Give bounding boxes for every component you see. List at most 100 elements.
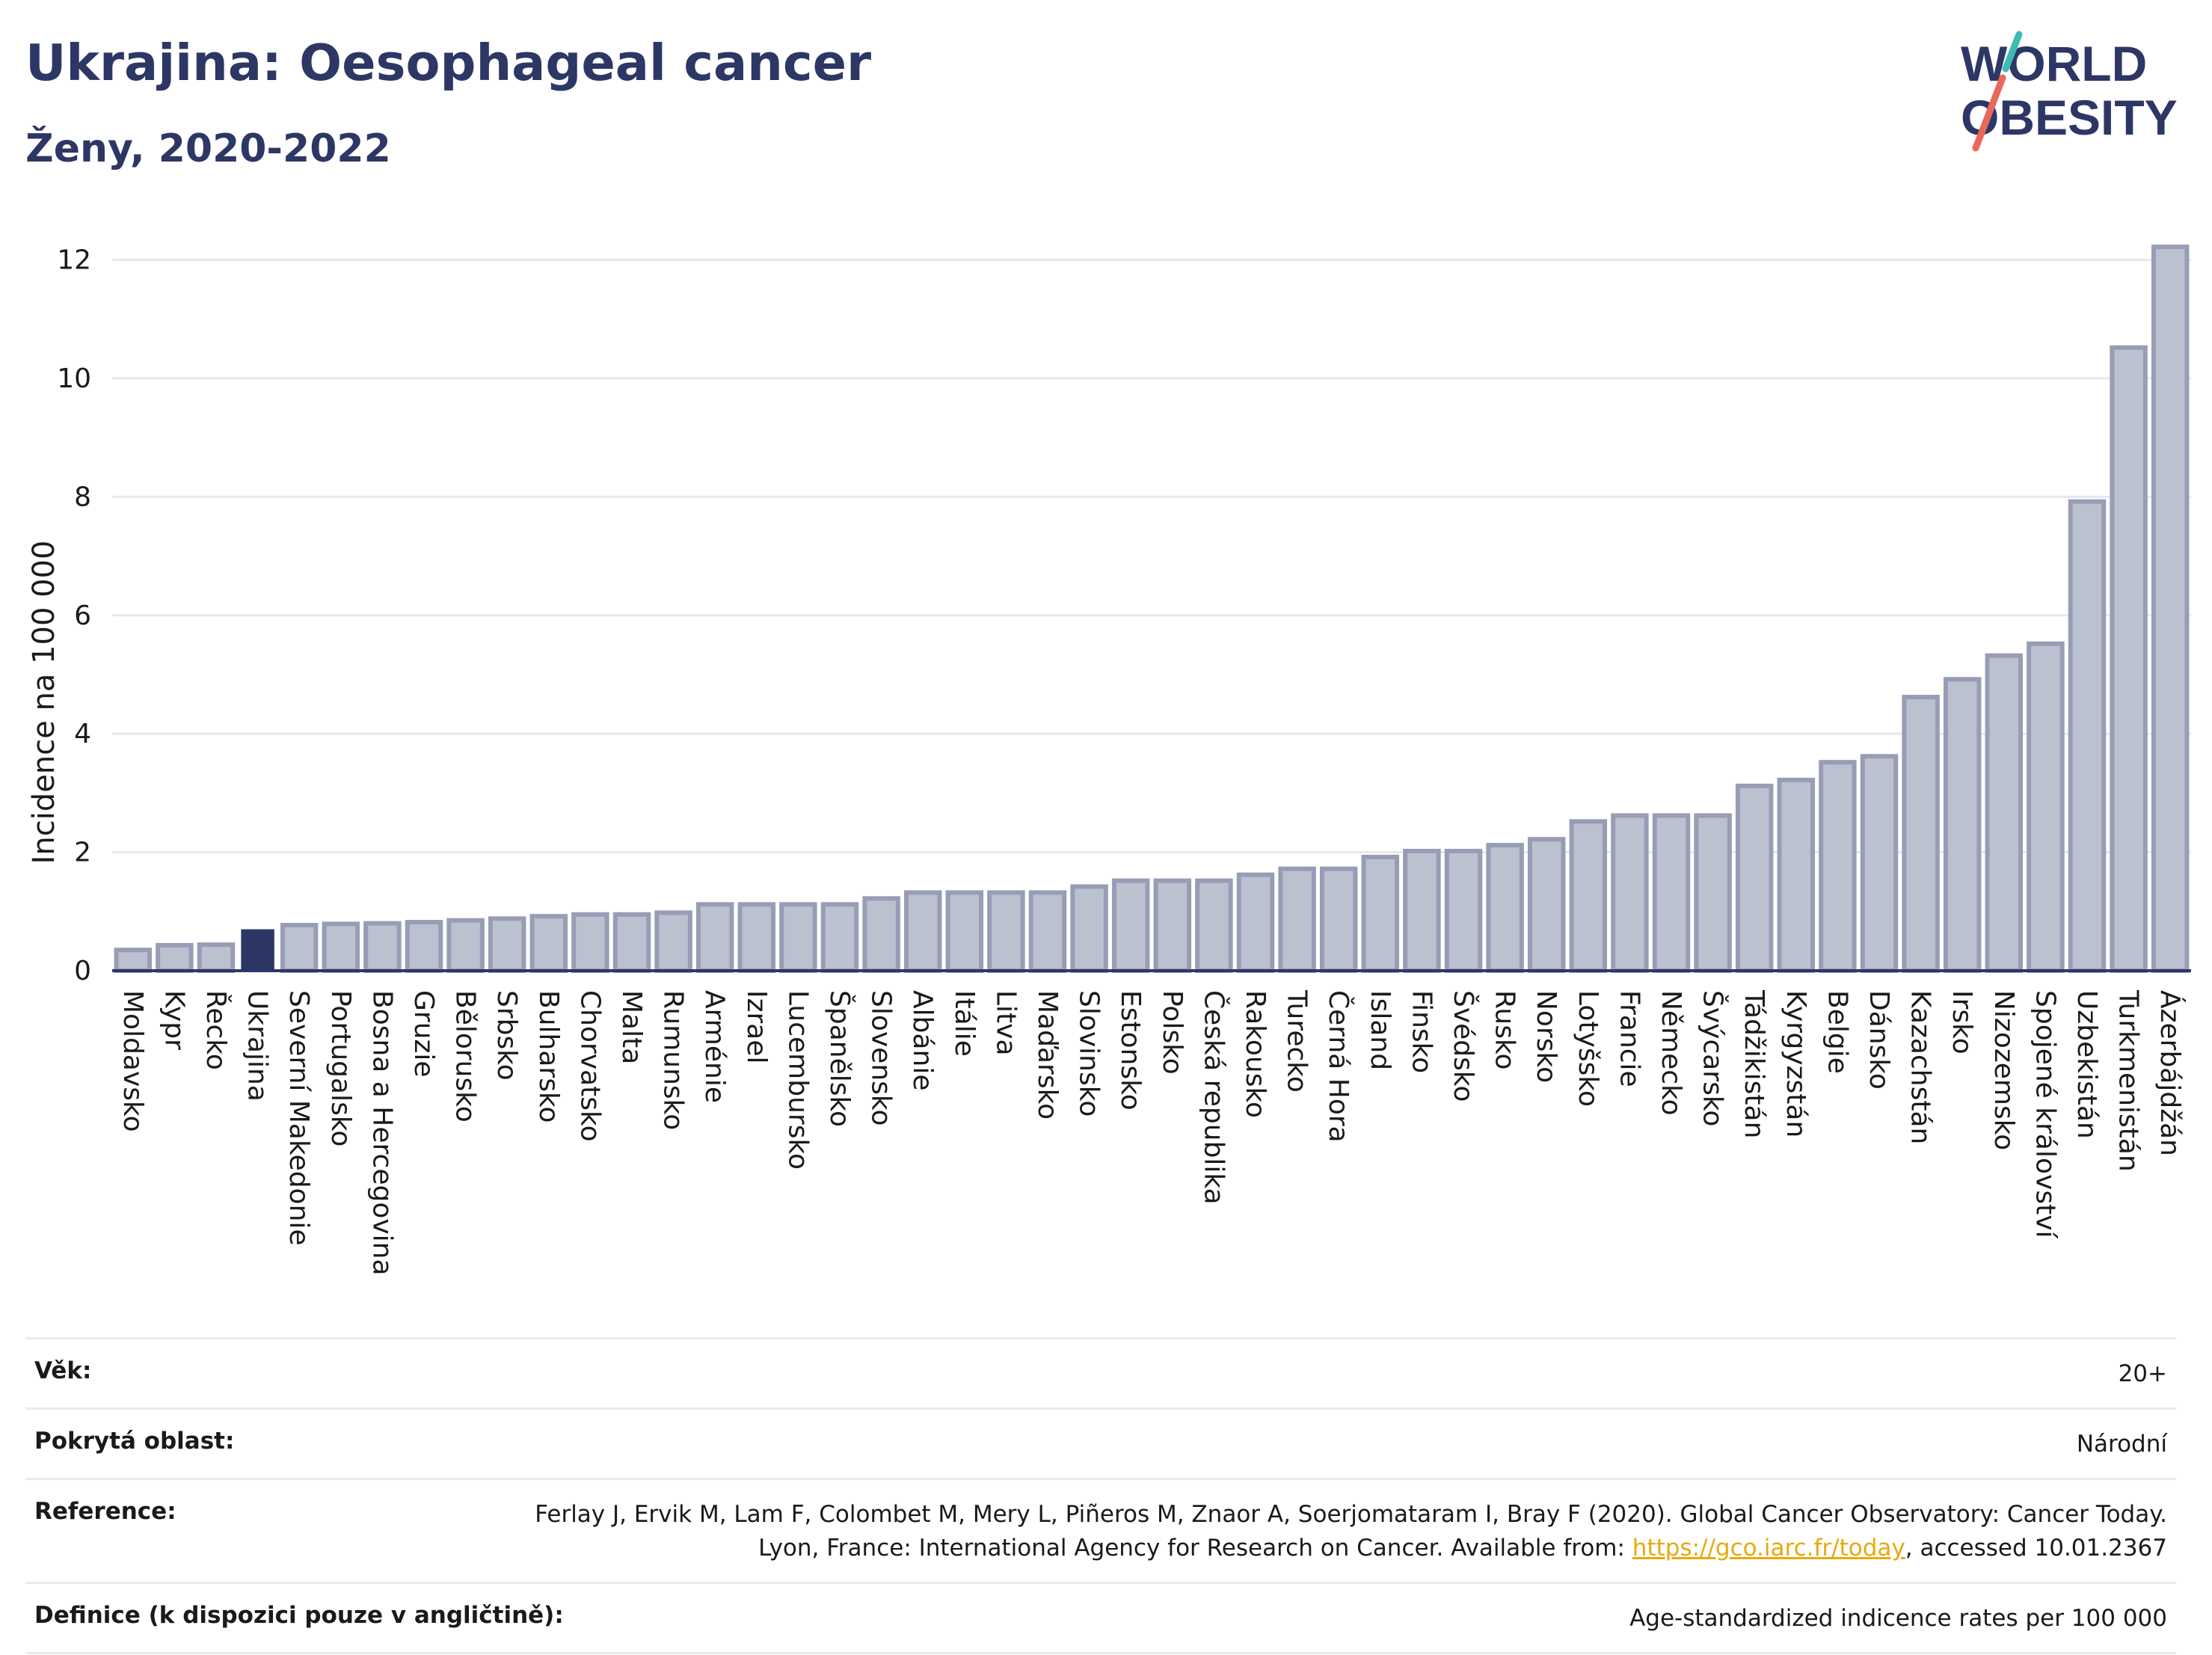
logo-line1: WORLD xyxy=(1961,36,2147,91)
bar-spojené-království xyxy=(2027,641,2065,973)
x-tick-label: Ukrajina xyxy=(242,990,273,1102)
bar-severní-makedonie xyxy=(280,923,319,973)
meta-row-reference: Reference: Ferlay J, Ervik M, Lam F, Col… xyxy=(25,1477,2176,1582)
bar-tádžikistán xyxy=(1735,783,1774,974)
x-tick-label: Černá Hora xyxy=(1323,990,1354,1143)
bar-řecko xyxy=(197,942,236,973)
y-tick-label: 10 xyxy=(57,363,91,394)
x-tick-label: Spojené království xyxy=(2030,990,2060,1239)
x-tick-label: Norsko xyxy=(1531,990,1561,1083)
x-tick-label: Bělorusko xyxy=(450,990,481,1123)
x-tick-label: Albánie xyxy=(907,990,938,1091)
bar-izrael xyxy=(737,902,776,974)
x-tick-label: Moldavsko xyxy=(117,990,148,1132)
age-label: Věk: xyxy=(34,1357,92,1384)
x-tick-label: Uzbekistán xyxy=(2071,990,2102,1139)
x-tick-label: Slovensko xyxy=(866,990,897,1126)
bar-polsko xyxy=(1153,878,1192,973)
x-tick-label: Rakousko xyxy=(1240,990,1271,1118)
bar-finsko xyxy=(1403,849,1441,973)
x-tick-label: Dánsko xyxy=(1864,990,1894,1090)
x-tick-label: Belgie xyxy=(1822,990,1852,1074)
x-tick-label: Itálie xyxy=(949,990,980,1057)
x-tick-label: Bulharsko xyxy=(533,990,564,1123)
x-tick-label: Gruzie xyxy=(408,990,439,1078)
bar-ázerbájdžán xyxy=(2151,245,2190,974)
meta-row-coverage: Pokrytá oblast: Národní xyxy=(25,1407,2176,1478)
bar-uzbekistán xyxy=(2068,499,2107,973)
x-tick-label: Maďarsko xyxy=(1032,990,1063,1120)
x-tick-label: Kyrgyzstán xyxy=(1781,990,1811,1137)
definition-label: Definice (k dispozici pouze v angličtině… xyxy=(34,1601,564,1629)
x-tick-label: Portugalsko xyxy=(325,990,356,1146)
x-tick-label: Severní Makedonie xyxy=(283,990,314,1246)
x-tick-label: Tádžikistán xyxy=(1739,989,1769,1138)
x-tick-labels: Moldavsko Kypr Řecko Ukrajina Severní Makedo… xyxy=(117,989,2186,1276)
bar-rumunsko xyxy=(654,910,692,974)
meta-row-age: Věk: 20+ xyxy=(25,1337,2176,1407)
bar-česká-republika xyxy=(1195,878,1233,973)
bars xyxy=(114,245,2190,974)
y-axis-label: Incidence na 100 000 xyxy=(27,541,61,865)
bar-kazachstán xyxy=(1902,695,1940,973)
age-value: 20+ xyxy=(2118,1360,2167,1387)
x-tick-label: Kypr xyxy=(159,990,189,1050)
y-tick-label: 0 xyxy=(74,956,91,986)
bar-chorvatsko xyxy=(571,912,609,974)
x-tick-label: Nizozemsko xyxy=(1988,990,2019,1150)
bar-turecko xyxy=(1278,866,1316,974)
y-tick-labels: 0 2 4 6 8 10 12 xyxy=(57,245,91,986)
logo-accent-coral xyxy=(1972,74,2006,152)
chart-title: Ukrajina: Oesophageal cancer xyxy=(25,34,872,92)
bar-estonsko xyxy=(1111,878,1150,973)
x-tick-label: Rumunsko xyxy=(658,990,689,1130)
bar-litva xyxy=(987,890,1025,974)
coverage-label: Pokrytá oblast: xyxy=(34,1427,235,1455)
y-tick-label: 12 xyxy=(57,245,91,276)
bar-albánie xyxy=(903,890,942,974)
bar-itálie xyxy=(945,890,984,974)
x-tick-label: Estonsko xyxy=(1115,990,1146,1111)
x-tick-label: Německo xyxy=(1656,990,1686,1116)
meta-row-definition: Definice (k dispozici pouze v angličtině… xyxy=(25,1581,2176,1654)
x-tick-label: Česká republika xyxy=(1198,990,1229,1205)
x-tick-label: Ázerbájdžán xyxy=(2154,990,2186,1156)
y-tick-label: 6 xyxy=(74,601,91,631)
coverage-value: Národní xyxy=(2076,1430,2167,1458)
x-tick-label: Řecko xyxy=(200,990,232,1070)
bar-bělorusko xyxy=(446,918,485,973)
bar-rusko xyxy=(1486,843,1524,973)
bar-rakousko xyxy=(1236,872,1275,973)
bar-belgie xyxy=(1819,760,1857,973)
bar-německo xyxy=(1652,813,1691,973)
bar-lucembursko xyxy=(779,902,817,974)
bar-island xyxy=(1361,854,1400,974)
bar-španělsko xyxy=(820,902,859,974)
world-obesity-logo: WORLD OBESITY xyxy=(1961,31,2178,152)
bar-kyrgyzstán xyxy=(1777,777,1816,974)
x-tick-label: Kazachstán xyxy=(1905,990,1936,1144)
reference-link[interactable]: https://gco.iarc.fr/today xyxy=(1632,1534,1905,1562)
bar-švédsko xyxy=(1444,849,1483,973)
reference-accessed: , accessed 10.01.2367 xyxy=(1905,1534,2167,1562)
logo-accent-teal xyxy=(2002,31,2023,73)
y-tick-label: 2 xyxy=(74,838,91,868)
x-tick-label: Slovinsko xyxy=(1074,990,1105,1117)
chart-subtitle: Ženy, 2020-2022 xyxy=(25,126,391,171)
x-tick-label: Chorvatsko xyxy=(574,990,605,1142)
x-tick-label: Francie xyxy=(1614,990,1644,1087)
reference-label: Reference: xyxy=(34,1497,176,1525)
bar-turkmenistán xyxy=(2110,345,2148,973)
x-tick-label: Švédsko xyxy=(1448,990,1479,1102)
bar-lotyšsko xyxy=(1569,819,1608,974)
bar-bulharsko xyxy=(529,914,568,973)
bar-švýcarsko xyxy=(1694,813,1732,973)
x-tick-label: Turecko xyxy=(1282,989,1312,1093)
bar-gruzie xyxy=(405,920,443,973)
bar-moldavsko xyxy=(114,948,153,974)
bar-francie xyxy=(1611,813,1649,973)
reference-text: Ferlay J, Ervik M, Lam F, Colombet M, Me… xyxy=(535,1500,2167,1562)
bar-portugalsko xyxy=(322,921,360,974)
bar-norsko xyxy=(1527,837,1566,973)
reference-value: Ferlay J, Ervik M, Lam F, Colombet M, Me… xyxy=(485,1498,2167,1565)
